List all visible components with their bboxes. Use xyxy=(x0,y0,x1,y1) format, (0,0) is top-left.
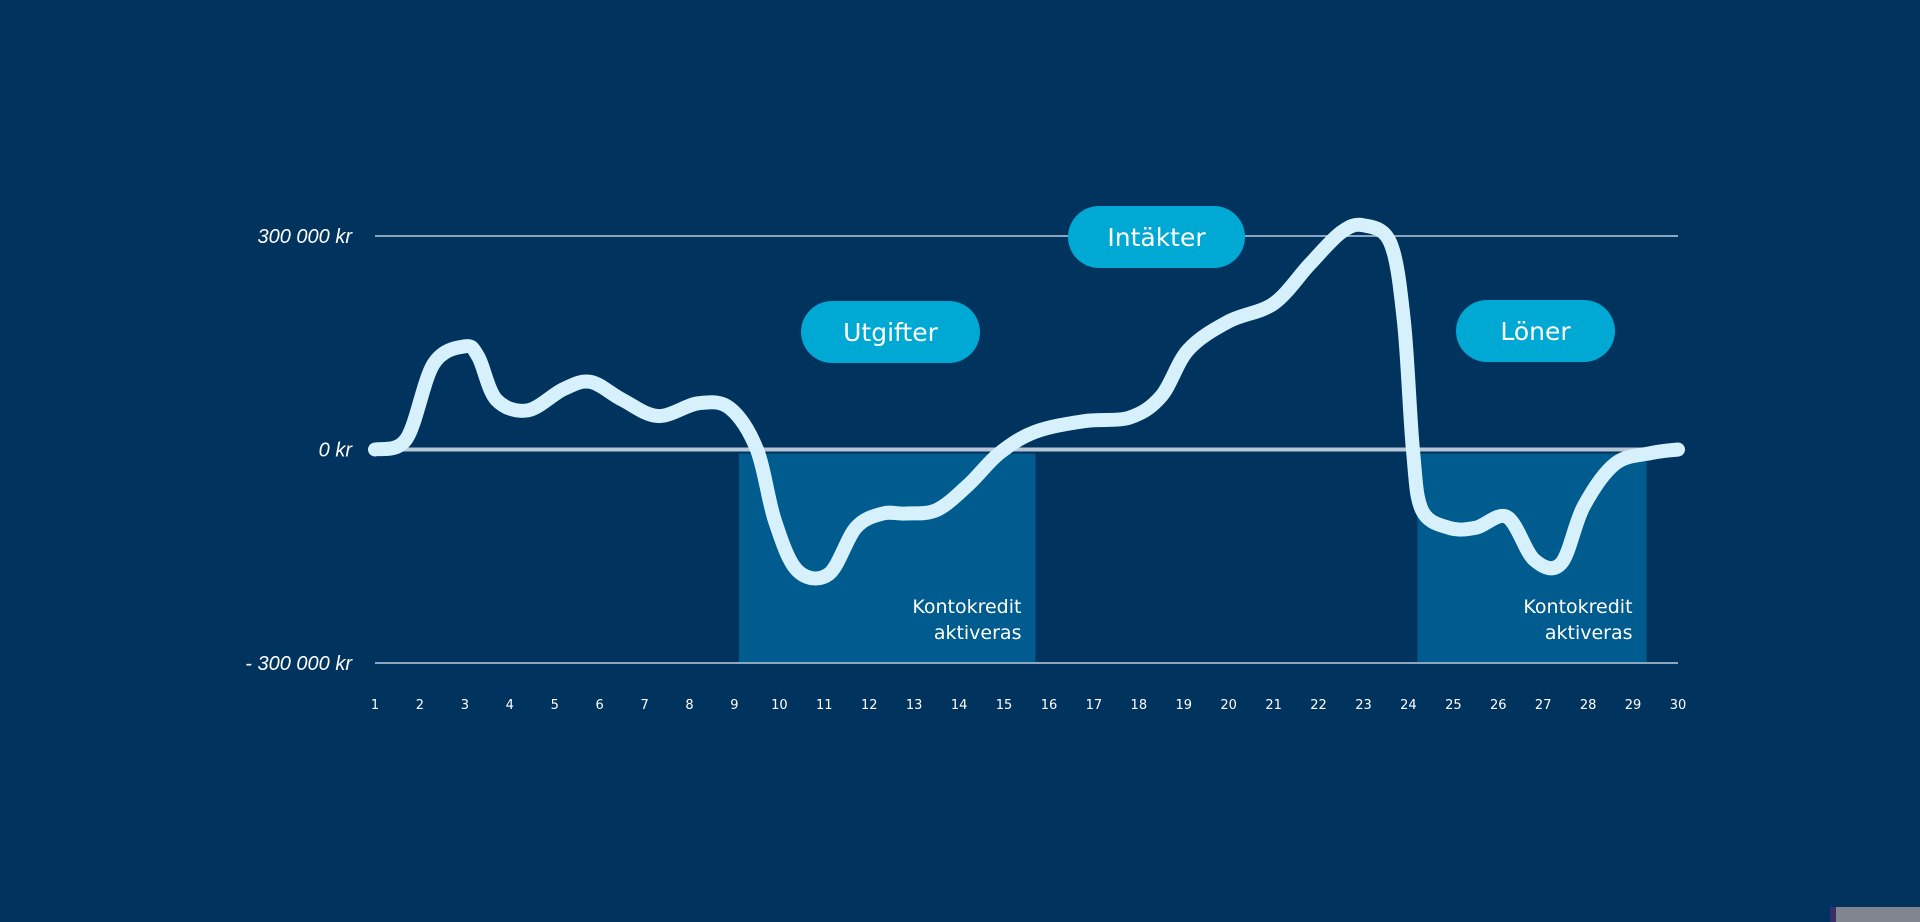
x-tick-label-26: 26 xyxy=(1490,698,1507,713)
x-tick-label-8: 8 xyxy=(685,698,693,713)
region-2-label-line-1: Kontokredit xyxy=(1523,596,1632,618)
x-tick-label-10: 10 xyxy=(771,698,788,713)
region-1-label-line-2: aktiveras xyxy=(934,622,1022,644)
x-tick-label-25: 25 xyxy=(1445,698,1462,713)
x-tick-label-18: 18 xyxy=(1131,698,1148,713)
x-tick-label-16: 16 xyxy=(1041,698,1058,713)
x-tick-label-6: 6 xyxy=(596,698,604,713)
x-tick-label-12: 12 xyxy=(861,698,878,713)
series-line-layer xyxy=(368,217,1685,586)
region-1-label-line-1: Kontokredit xyxy=(912,596,1021,618)
x-tick-labels-layer: 1 2 3 4 5 6 7 8 9 10 11 12 13 14 15 16 17 18 19 20 21 22 23 24 2… xyxy=(371,698,1686,713)
x-tick-label-1: 1 xyxy=(371,698,379,713)
x-tick-label-13: 13 xyxy=(906,698,923,713)
x-tick-label-30: 30 xyxy=(1670,698,1687,713)
x-tick-label-19: 19 xyxy=(1175,698,1192,713)
x-tick-label-27: 27 xyxy=(1535,698,1552,713)
y-tick-label-2: 0 kr xyxy=(319,440,354,462)
x-tick-label-29: 29 xyxy=(1625,698,1642,713)
annotation-pill-utgifter: Utgifter xyxy=(801,301,980,363)
x-tick-label-28: 28 xyxy=(1580,698,1597,713)
x-tick-label-9: 9 xyxy=(730,698,738,713)
corner-decoration-accent xyxy=(1830,907,1836,922)
y-tick-label-3: - 300 000 kr xyxy=(245,653,353,675)
corner-decoration xyxy=(1836,907,1920,922)
y-tick-labels-layer: 300 000 kr 0 kr - 300 000 kr xyxy=(245,226,353,675)
x-tick-label-14: 14 xyxy=(951,698,968,713)
y-tick-label-1: 300 000 kr xyxy=(257,226,353,248)
annotation-pill-intakter: Intäkter xyxy=(1068,206,1245,268)
x-tick-label-7: 7 xyxy=(640,698,648,713)
region-2-label-line-2: aktiveras xyxy=(1545,622,1633,644)
x-tick-label-21: 21 xyxy=(1265,698,1282,713)
gridlines-layer xyxy=(375,235,1678,664)
x-tick-label-23: 23 xyxy=(1355,698,1372,713)
x-tick-label-4: 4 xyxy=(506,698,514,713)
x-tick-label-15: 15 xyxy=(996,698,1013,713)
x-tick-label-2: 2 xyxy=(416,698,424,713)
x-tick-label-11: 11 xyxy=(816,698,833,713)
region-labels-layer: Kontokredit aktiveras Kontokredit aktiveras xyxy=(912,596,1632,644)
x-tick-label-24: 24 xyxy=(1400,698,1417,713)
credit-regions-layer xyxy=(738,453,1647,663)
x-tick-label-17: 17 xyxy=(1086,698,1103,713)
annotation-pill-loner: Löner xyxy=(1456,300,1615,362)
series-line-1 xyxy=(368,217,1685,586)
x-tick-label-5: 5 xyxy=(551,698,559,713)
x-tick-label-20: 20 xyxy=(1220,698,1237,713)
x-tick-label-22: 22 xyxy=(1310,698,1327,713)
x-tick-label-3: 3 xyxy=(461,698,469,713)
